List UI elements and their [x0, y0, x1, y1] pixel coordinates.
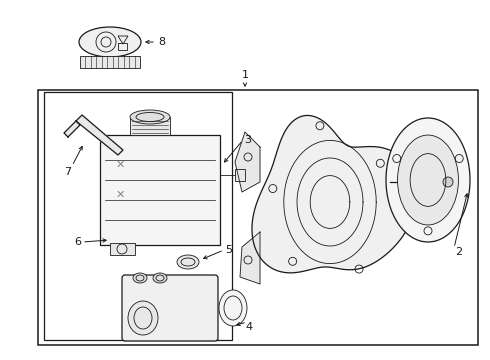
Text: 6: 6 — [74, 237, 81, 247]
Ellipse shape — [177, 255, 199, 269]
Bar — [118, 43, 127, 50]
Text: 5: 5 — [225, 245, 232, 255]
Text: 3: 3 — [244, 135, 251, 145]
Text: 2: 2 — [455, 247, 462, 257]
Text: ✕: ✕ — [115, 190, 124, 200]
Polygon shape — [235, 132, 260, 192]
Bar — [100, 135, 220, 245]
Polygon shape — [76, 115, 123, 155]
Text: 4: 4 — [245, 322, 252, 332]
Text: 1: 1 — [242, 70, 248, 80]
Ellipse shape — [133, 273, 147, 283]
Bar — [44, 92, 232, 340]
Bar — [80, 56, 140, 68]
Polygon shape — [240, 232, 260, 284]
FancyBboxPatch shape — [122, 275, 218, 341]
Bar — [110, 243, 135, 255]
Polygon shape — [64, 121, 80, 137]
Text: ✕: ✕ — [115, 160, 124, 170]
Ellipse shape — [397, 135, 459, 225]
Bar — [130, 117, 170, 135]
Bar — [235, 169, 245, 181]
Ellipse shape — [153, 273, 167, 283]
Ellipse shape — [219, 290, 247, 326]
Ellipse shape — [386, 118, 470, 242]
Circle shape — [443, 177, 453, 187]
Bar — [38, 90, 478, 345]
Text: 7: 7 — [65, 167, 72, 177]
Polygon shape — [252, 116, 416, 273]
Ellipse shape — [79, 27, 141, 57]
Ellipse shape — [130, 110, 170, 124]
Ellipse shape — [128, 301, 158, 335]
Text: 8: 8 — [158, 37, 165, 47]
